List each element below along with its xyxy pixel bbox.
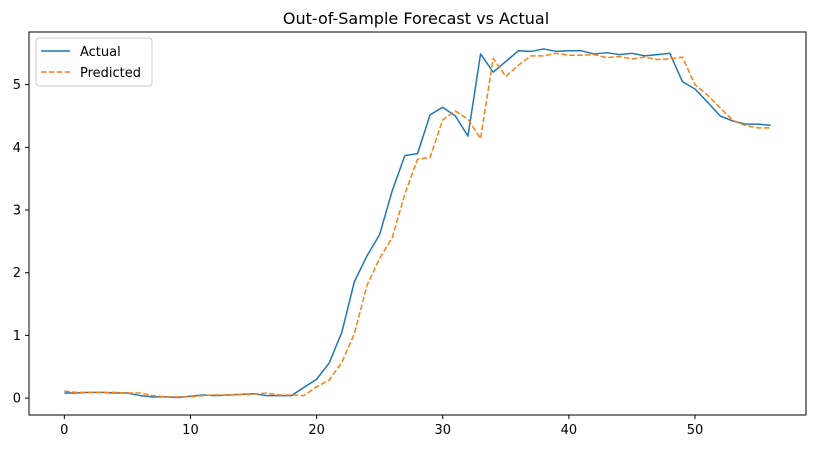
series-line-actual	[64, 48, 771, 399]
legend-box	[35, 37, 153, 87]
y-tick-label: 4	[13, 141, 21, 156]
legend-label-predicted: Predicted	[80, 66, 141, 81]
x-tick-label: 20	[308, 423, 325, 438]
legend-label-actual: Actual	[80, 45, 121, 60]
y-tick-label: 5	[13, 78, 21, 93]
x-tick-label: 50	[687, 423, 704, 438]
chart-title: Out-of-Sample Forecast vs Actual	[283, 9, 549, 28]
y-tick-label: 2	[13, 266, 21, 281]
x-tick-label: 40	[561, 423, 578, 438]
x-tick-label: 30	[434, 423, 451, 438]
series-layer	[64, 48, 771, 399]
legend: Actual Predicted	[35, 37, 153, 87]
series-line-predicted	[64, 52, 771, 398]
y-tick-label: 1	[13, 329, 21, 344]
y-tick-label: 3	[13, 204, 21, 219]
x-tick-label: 10	[182, 423, 199, 438]
y-tick-label: 0	[13, 392, 21, 407]
tick-layer: 0 10 20 30 40 50 0 1 2 3 4 5	[13, 78, 704, 438]
plot-frame	[28, 31, 807, 416]
x-tick-label: 0	[60, 423, 68, 438]
